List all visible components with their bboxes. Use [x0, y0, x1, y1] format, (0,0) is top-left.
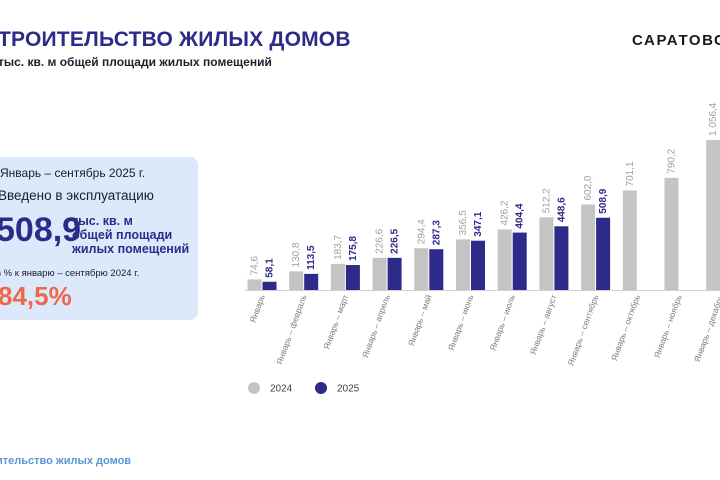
summary-commissioned-label: Введено в эксплуатацию — [0, 188, 154, 203]
legend-marker-2025 — [315, 382, 327, 394]
footer-caption: ительство жилых домов — [0, 455, 132, 467]
data-label-2024: 790,2 — [667, 148, 678, 173]
data-label-2025: 404,4 — [515, 203, 526, 228]
x-tick-label: Январь – октябрь — [609, 293, 642, 362]
bar-2025 — [345, 265, 360, 290]
data-label-2024: 183,7 — [333, 234, 344, 259]
bar-2025 — [429, 249, 444, 290]
data-label-2025: 175,8 — [348, 236, 359, 261]
bar-2025 — [554, 226, 569, 290]
bar-2024 — [664, 177, 679, 290]
summary-unit: тыс. кв. м общей площади жилых помещений — [72, 214, 190, 256]
legend-marker-2024 — [248, 382, 260, 394]
data-label-2025: 448,6 — [556, 197, 567, 222]
bar-2024 — [539, 217, 554, 290]
bar-2024 — [706, 140, 720, 290]
data-label-2025: 347,1 — [473, 211, 484, 236]
x-tick-label: Январь – июль — [488, 293, 518, 352]
bar-2024 — [622, 190, 637, 290]
bar-2024 — [497, 229, 512, 290]
x-tick-label: Январь – ноябрь — [652, 293, 684, 360]
data-label-2025: 58,1 — [265, 258, 276, 278]
legend-label-2024: 2024 — [270, 384, 293, 395]
summary-card — [0, 157, 198, 320]
bar-2024 — [414, 248, 429, 290]
data-label-2024: 512,2 — [541, 188, 552, 213]
bar-2025 — [471, 240, 485, 290]
summary-percent: 84,5% — [0, 281, 72, 311]
data-label-2025: 287,3 — [431, 220, 442, 245]
x-tick-label: Январь – декабрь — [692, 293, 720, 364]
data-label-2024: 1 056,4 — [708, 102, 719, 136]
bar-2025 — [304, 273, 319, 290]
data-label-2024: 701,1 — [625, 161, 636, 186]
bar-2025 — [596, 217, 611, 290]
x-tick-label: Январь – май — [406, 293, 434, 347]
bar-2024 — [247, 279, 262, 290]
summary-compare-label: в % к январю – сентябрю 2024 г. — [0, 268, 140, 279]
page-title: ТРОИТЕЛЬСТВО ЖИЛЫХ ДОМОВ — [0, 28, 351, 51]
x-tick-label: Январь – июнь — [446, 293, 476, 352]
data-label-2024: 74,6 — [250, 256, 261, 276]
x-tick-label: Январь – апрель — [360, 293, 392, 359]
data-label-2024: 426,2 — [500, 200, 511, 225]
bar-2025 — [387, 257, 402, 290]
bar-2024 — [456, 239, 470, 290]
data-label-2024: 130,8 — [291, 242, 302, 267]
bar-2024 — [581, 204, 596, 290]
x-tick-label: Январь – февраль — [274, 293, 309, 366]
data-label-2025: 226,5 — [390, 228, 401, 253]
x-tick-label: Январь – март — [321, 293, 350, 351]
page-subtitle: тыс. кв. м общей площади жилых помещений — [0, 55, 272, 69]
bar-2024 — [330, 263, 345, 290]
data-label-2025: 113,5 — [306, 245, 317, 270]
summary-value: 508,9 — [0, 211, 82, 249]
x-tick-label: Январь – август — [528, 293, 559, 356]
data-label-2024: 226,6 — [375, 228, 386, 253]
legend-label-2025: 2025 — [337, 384, 360, 395]
bar-2024 — [289, 271, 304, 290]
bar-2024 — [372, 257, 387, 290]
x-tick-label: Январь — [248, 293, 268, 324]
bar-2025 — [262, 281, 277, 290]
summary-period: Январь – сентябрь 2025 г. — [0, 166, 146, 180]
data-label-2025: 508,9 — [598, 188, 609, 213]
brand-logo-text: САРАТОВС — [632, 32, 720, 49]
data-label-2024: 602,0 — [583, 175, 594, 200]
bar-2025 — [512, 232, 527, 290]
data-label-2024: 294,4 — [416, 219, 427, 244]
x-tick-label: Январь – сентябрь — [566, 293, 601, 367]
data-label-2024: 356,5 — [458, 210, 469, 235]
